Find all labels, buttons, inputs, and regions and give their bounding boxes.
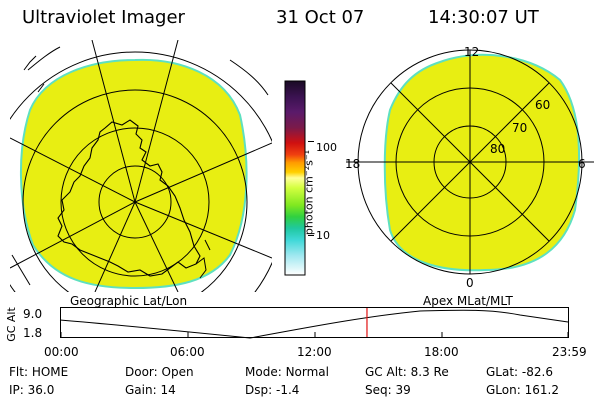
info-gc-alt: GC Alt: 8.3 Re bbox=[365, 365, 449, 379]
geographic-map bbox=[10, 40, 272, 292]
timeline-xtick-3: 18:00 bbox=[424, 345, 459, 359]
info-ip: IP: 36.0 bbox=[9, 383, 55, 397]
mlt-label-0: 0 bbox=[466, 276, 474, 290]
mlt-label-6: 6 bbox=[578, 157, 586, 171]
colorbar-tick-10 bbox=[308, 235, 314, 236]
time-label: 14:30:07 UT bbox=[428, 7, 539, 28]
uv-emission-region-mag bbox=[383, 53, 581, 272]
altitude-curve bbox=[59, 309, 569, 339]
colorbar-tick-100 bbox=[308, 141, 314, 142]
mlat-label-80: 80 bbox=[490, 142, 506, 156]
mlt-label-12: 12 bbox=[464, 45, 480, 59]
right-panel-label: Apex MLat/MLT bbox=[423, 294, 513, 308]
mlat-label-60: 60 bbox=[535, 98, 551, 112]
colorbar-tick-label-10: 10 bbox=[316, 229, 330, 242]
timeline-xtick-4: 23:59 bbox=[552, 345, 587, 359]
app-title: Ultraviolet Imager bbox=[22, 7, 185, 28]
info-flt: Flt: HOME bbox=[9, 365, 69, 379]
antarctica-coastline bbox=[57, 119, 201, 277]
timeline-ytick-bottom: 1.8 bbox=[23, 326, 43, 340]
colorbar-tick-label-100: 100 bbox=[316, 141, 337, 154]
uv-emission-region bbox=[20, 58, 248, 290]
timeline-xtick-1: 06:00 bbox=[170, 345, 205, 359]
colorbar-unit-label: photon cm⁻²s⁻¹ bbox=[302, 149, 316, 236]
timeline-xtick-0: 00:00 bbox=[44, 345, 79, 359]
info-mode: Mode: Normal bbox=[245, 365, 329, 379]
info-door: Door: Open bbox=[125, 365, 194, 379]
colorbar bbox=[284, 80, 306, 276]
info-glat: GLat: -82.6 bbox=[486, 365, 553, 379]
timeline-xtick-2: 12:00 bbox=[297, 345, 332, 359]
mlt-label-18: 18 bbox=[345, 157, 361, 171]
timeline-ylabel: GC Alt bbox=[4, 307, 18, 342]
timeline-ytick-top: 9.0 bbox=[23, 307, 43, 321]
date-label: 31 Oct 07 bbox=[276, 7, 365, 28]
info-gain: Gain: 14 bbox=[125, 383, 176, 397]
info-glon: GLon: 161.2 bbox=[486, 383, 559, 397]
left-panel-label: Geographic Lat/Lon bbox=[70, 294, 188, 308]
info-dsp: Dsp: -1.4 bbox=[245, 383, 300, 397]
info-seq: Seq: 39 bbox=[365, 383, 411, 397]
mlat-label-70: 70 bbox=[512, 121, 528, 135]
altitude-timeline bbox=[59, 307, 569, 339]
magnetic-polar-plot bbox=[346, 49, 594, 275]
